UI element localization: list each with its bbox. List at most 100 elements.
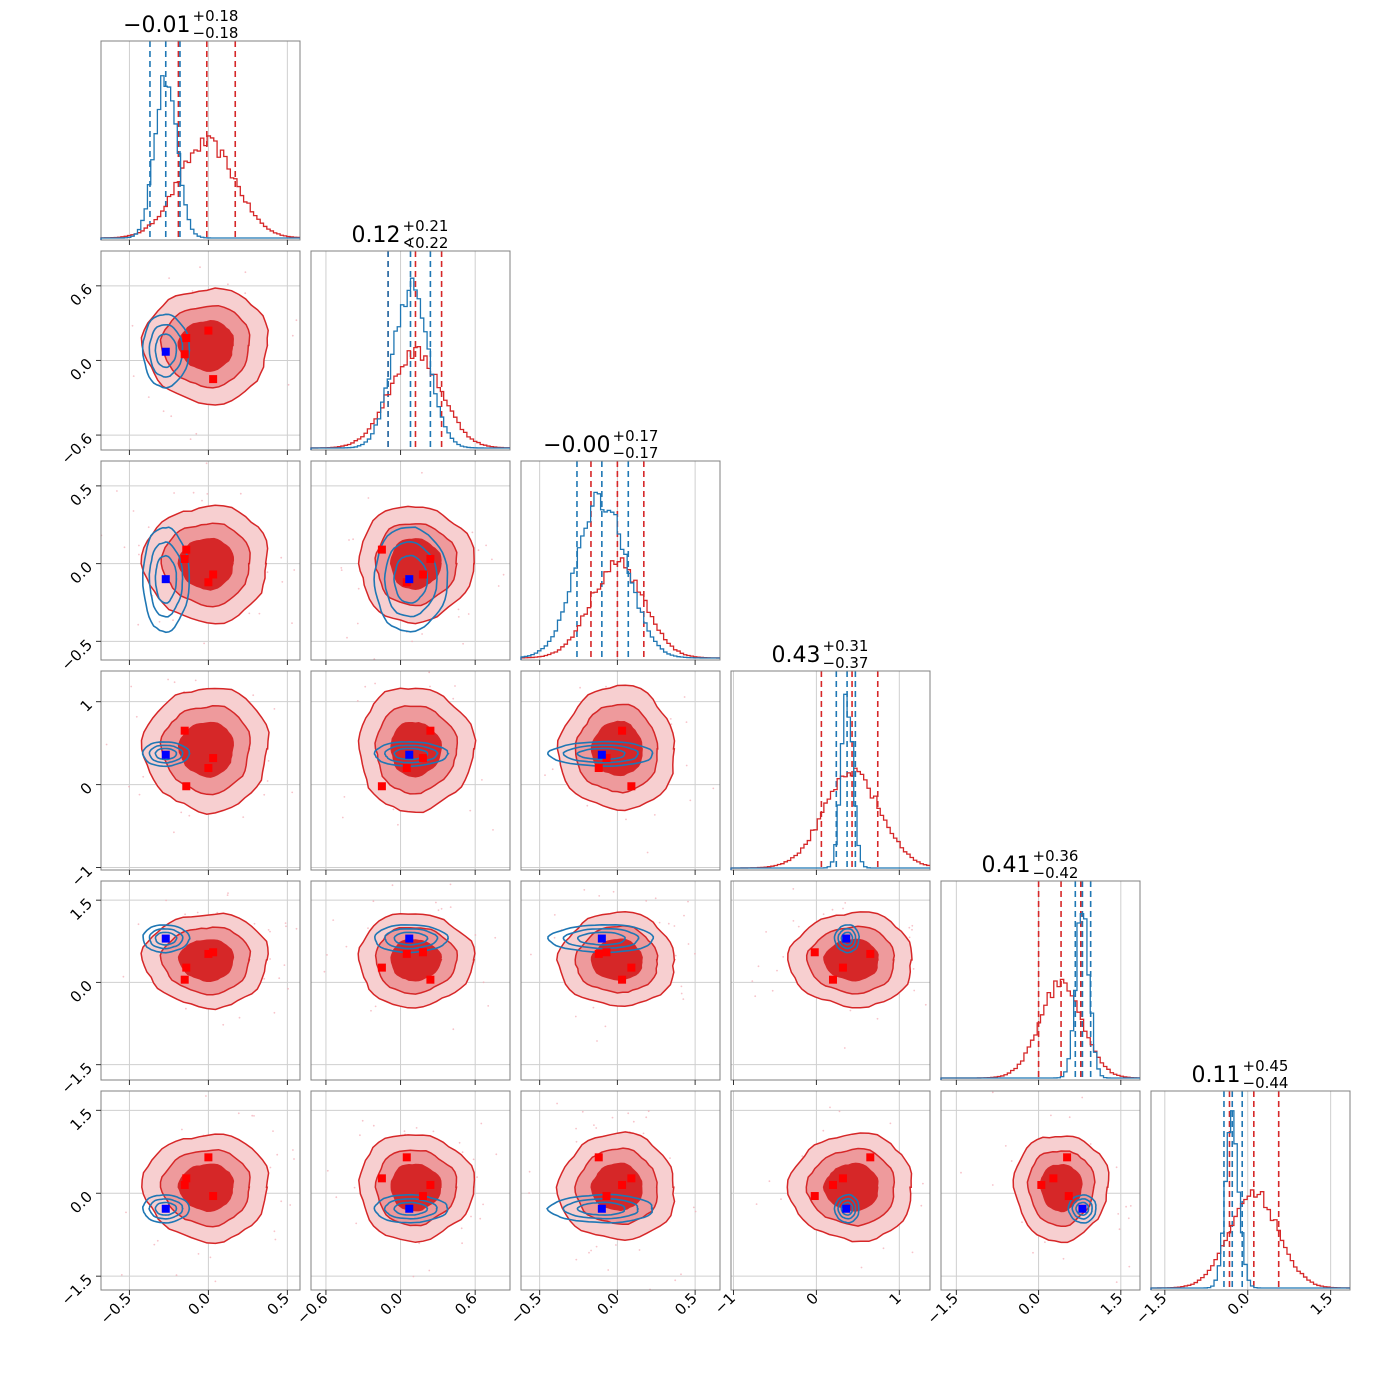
scatter-point (1032, 1251, 1034, 1254)
scatter-point (238, 1016, 241, 1019)
scatter-point (1115, 1281, 1118, 1283)
scatter-point (579, 686, 581, 689)
histogram-red (730, 767, 930, 870)
y-tick-label: −1 (68, 862, 96, 890)
marker-red (418, 570, 427, 579)
marker-blue (597, 934, 606, 943)
marker-red (627, 963, 636, 972)
scatter-point (276, 1153, 279, 1156)
contour-red-level-2 (822, 1162, 879, 1212)
scatter-point (273, 708, 276, 710)
x-tick-label: 0.0 (377, 1289, 407, 1319)
contour-blue-level-2 (393, 931, 429, 946)
scatter-point (611, 1116, 614, 1119)
scatter-point (596, 1040, 598, 1042)
scatter-point (592, 1006, 595, 1009)
marker-red (402, 949, 411, 958)
scatter-point (768, 1180, 771, 1183)
panel-4-0 (96, 880, 301, 1085)
scatter-point (687, 900, 689, 903)
contour-blue-level-1 (562, 744, 640, 764)
scatter-point (842, 907, 844, 910)
panel-title-sub-3: −0.37 (823, 654, 869, 672)
histogram-red (1150, 1189, 1350, 1290)
scatter-point (138, 544, 140, 547)
histogram-blue (520, 491, 720, 660)
scatter-point (239, 492, 242, 495)
contour-blue-level-1 (383, 540, 438, 618)
x-tick-label: −0.6 (293, 1289, 331, 1327)
scatter-point (771, 989, 774, 992)
contour-blue-level-1 (562, 928, 640, 950)
panel-frame (730, 670, 931, 871)
scatter-point (882, 1247, 885, 1250)
scatter-point (165, 899, 168, 902)
marker-red (838, 963, 847, 972)
scatter-point (669, 1157, 671, 1159)
scatter-point (125, 1211, 127, 1214)
x-tick-label: 0.0 (593, 1289, 623, 1319)
panel-4-1 (310, 880, 511, 1085)
panel-frame (730, 1090, 931, 1291)
contour-blue-level-0 (142, 924, 191, 954)
scatter-point (205, 462, 208, 465)
panel-title-sub-0: −0.18 (193, 24, 239, 42)
scatter-point (645, 900, 648, 902)
diagonal-panel-2 (520, 460, 721, 665)
contour-blue-level-2 (577, 931, 626, 946)
scatter-point (281, 581, 284, 583)
contour-blue-level-0 (141, 741, 191, 768)
scatter-point (1127, 1217, 1130, 1220)
scatter-point (991, 1091, 994, 1094)
scatter-point (196, 911, 199, 914)
histogram-blue (310, 277, 510, 450)
scatter-point (482, 1203, 484, 1206)
marker-red (1037, 1180, 1046, 1189)
marker-red (594, 764, 603, 773)
scatter-point (642, 1132, 645, 1135)
scatter-point (551, 768, 554, 771)
panel-title-0: −0.01 (123, 13, 190, 38)
scatter-point (860, 1266, 863, 1269)
scatter-point (173, 831, 175, 834)
scatter-point (479, 1217, 482, 1220)
marker-red (377, 1174, 386, 1183)
marker-red (180, 726, 189, 735)
scatter-point (476, 1176, 478, 1178)
x-tick-label: 0.5 (263, 1289, 293, 1319)
scatter-point (374, 682, 376, 685)
panel-title-sup-5: +0.45 (1243, 1057, 1289, 1075)
scatter-point (345, 945, 348, 948)
scatter-point (755, 1203, 758, 1205)
panel-4-3 (730, 880, 931, 1085)
scatter-point (258, 612, 261, 615)
scatter-point (123, 546, 126, 549)
marker-red (828, 975, 837, 984)
scatter-point (829, 1106, 831, 1109)
marker-blue (405, 1204, 414, 1213)
contour-red-level-2 (177, 939, 235, 983)
marker-red (618, 726, 627, 735)
scatter-point (780, 1198, 782, 1200)
scatter-point (293, 569, 296, 571)
marker-red (377, 545, 386, 554)
panel-frame (100, 1090, 301, 1291)
panel-frame (100, 670, 301, 871)
x-tick-label: 0.6 (451, 1289, 481, 1319)
scatter-point (1044, 1241, 1046, 1243)
marker-blue (405, 750, 414, 759)
scatter-point (843, 1047, 846, 1049)
scatter-point (680, 985, 683, 988)
contour-blue-level-2 (1075, 1201, 1090, 1217)
contour-blue-level-2 (393, 1201, 429, 1216)
x-tick-label: 0.0 (1224, 1289, 1254, 1319)
contour-blue-level-2 (154, 1201, 178, 1216)
scatter-point (226, 894, 229, 896)
panel-frame (1150, 1090, 1351, 1291)
scatter-point (607, 1269, 610, 1271)
scatter-point (205, 1095, 207, 1097)
x-tick-label: 0 (803, 1289, 822, 1308)
marker-red (594, 949, 603, 958)
panel-title-sub-2: −0.17 (613, 444, 659, 462)
contour-blue-level-0 (141, 313, 191, 389)
